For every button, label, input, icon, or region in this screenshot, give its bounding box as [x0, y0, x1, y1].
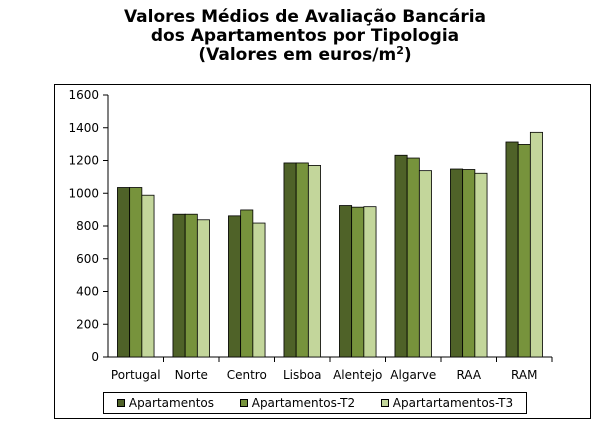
bar-2-norte	[184, 213, 198, 358]
bars	[117, 131, 543, 358]
chart-title: Valores Médios de Avaliação Bancária dos…	[0, 8, 610, 65]
y-tick-label: 1200	[68, 154, 99, 168]
bar-1-raa	[450, 168, 464, 358]
legend-item: Apartamentos-T2	[239, 396, 356, 410]
bar-1-lisboa	[283, 162, 297, 358]
y-tick-label: 800	[76, 219, 99, 233]
x-tick-label: RAM	[511, 368, 537, 382]
bar-2-lisboa	[295, 162, 309, 358]
bar-3-portugal	[141, 194, 155, 358]
x-tick-label: Norte	[175, 368, 208, 382]
bar-3-ram	[529, 131, 543, 358]
legend-label: Apartartamentos-T3	[392, 396, 514, 410]
bar-1-portugal	[117, 187, 131, 358]
x-tick-label: Alentejo	[333, 368, 382, 382]
bar-1-ram	[505, 141, 519, 358]
y-tick-label: 1000	[68, 186, 99, 200]
x-tick-label: Algarve	[390, 368, 436, 382]
bar-2-alentejo	[351, 206, 365, 358]
y-tick-label: 200	[76, 317, 99, 331]
y-tick-label: 0	[91, 350, 99, 364]
bar-1-norte	[172, 213, 186, 358]
x-tick-label: Centro	[227, 368, 267, 382]
legend-swatch	[116, 399, 125, 407]
tick-labels: 0 200 400 600 800 1000 1200 1400 1600 Portugal Nor…	[68, 88, 537, 382]
bar-3-lisboa	[307, 165, 321, 358]
legend-label: Apartamentos	[128, 396, 215, 410]
bar-2-portugal	[129, 187, 143, 358]
title-unit-suffix: )	[403, 45, 412, 65]
bar-3-alentejo	[363, 206, 377, 358]
y-tick-label: 600	[76, 252, 99, 266]
y-tick-label: 1600	[68, 88, 99, 102]
x-tick-label: RAA	[456, 368, 481, 382]
bar-1-algarve	[394, 154, 408, 358]
x-tick-label: Lisboa	[283, 368, 322, 382]
title-unit-superscript: 2	[396, 44, 404, 57]
title-unit-prefix: (Valores em euros/m	[198, 45, 397, 65]
bar-2-centro	[240, 209, 254, 358]
legend-label: Apartamentos-T2	[251, 396, 356, 410]
title-line-1: Valores Médios de Avaliação Bancária	[123, 7, 487, 27]
legend-item: Apartartamentos-T3	[380, 396, 514, 410]
bar-1-centro	[228, 215, 242, 358]
legend: Apartamentos Apartamentos-T2 Apartartament…	[103, 392, 527, 414]
title-line-2: dos Apartamentos por Tipologia	[150, 26, 460, 46]
y-tick-label: 1400	[68, 121, 99, 135]
bar-1-alentejo	[339, 205, 353, 358]
x-tick-label: Portugal	[111, 368, 161, 382]
bar-3-norte	[196, 219, 210, 358]
bar-2-raa	[462, 169, 476, 358]
title-line-3: (Valores em euros/m2)	[0, 44, 610, 65]
bar-2-ram	[517, 144, 531, 358]
bar-2-algarve	[406, 157, 420, 358]
bar-3-centro	[252, 222, 266, 358]
chart-frame	[54, 84, 591, 419]
bar-3-raa	[474, 172, 488, 358]
bar-3-algarve	[418, 170, 432, 358]
legend-swatch	[239, 399, 248, 407]
y-tick-label: 400	[76, 285, 99, 299]
legend-swatch	[380, 399, 389, 407]
legend-item: Apartamentos	[116, 396, 215, 410]
